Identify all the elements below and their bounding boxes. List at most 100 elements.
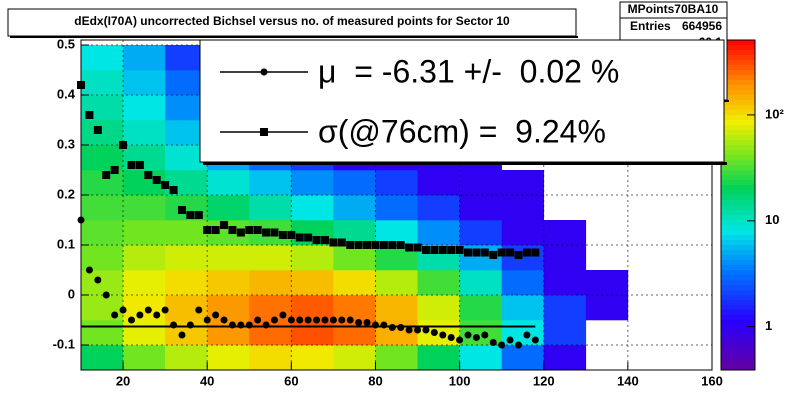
heat-cell bbox=[207, 345, 250, 371]
sigma-point bbox=[169, 186, 178, 194]
heat-cell bbox=[291, 295, 334, 321]
heat-cell bbox=[249, 245, 292, 271]
heat-cell bbox=[375, 195, 418, 221]
sigma-point bbox=[396, 241, 405, 249]
colorbar-cell bbox=[721, 205, 755, 211]
mean-point bbox=[355, 319, 363, 326]
sigma-point bbox=[236, 228, 245, 237]
sigma-point bbox=[102, 171, 111, 179]
colorbar-cell bbox=[721, 115, 755, 121]
sigma-point bbox=[304, 233, 313, 242]
sigma-point bbox=[110, 166, 119, 174]
heat-cell bbox=[585, 270, 629, 296]
heat-cell bbox=[81, 220, 124, 246]
colorbar-cell bbox=[721, 110, 755, 116]
mean-point bbox=[153, 311, 161, 319]
sigma-point bbox=[295, 233, 304, 242]
mean-point bbox=[85, 266, 93, 274]
heat-cell bbox=[543, 345, 587, 371]
title-box bbox=[7, 8, 577, 37]
sigma-point bbox=[522, 248, 531, 257]
sigma-point bbox=[186, 211, 195, 219]
mean-point bbox=[136, 311, 144, 319]
heat-cell bbox=[375, 295, 418, 321]
sigma-point bbox=[405, 243, 414, 252]
sigma-point bbox=[320, 236, 329, 244]
colorbar-cell bbox=[721, 210, 755, 216]
mean-point bbox=[506, 336, 514, 344]
sigma-point bbox=[497, 248, 506, 257]
colorbar-cell bbox=[721, 230, 755, 236]
mean-point bbox=[144, 306, 152, 314]
heat-cell bbox=[165, 345, 208, 371]
heat-cell bbox=[333, 195, 376, 221]
colorbar-cell bbox=[721, 315, 755, 321]
sigma-point bbox=[388, 241, 397, 249]
colorbar-cell bbox=[721, 125, 755, 131]
mean-point bbox=[338, 316, 346, 324]
mean-point bbox=[371, 321, 379, 329]
heat-cell bbox=[291, 195, 334, 221]
colorbar-cell bbox=[721, 145, 755, 151]
heat-cell bbox=[501, 220, 545, 246]
sigma-point bbox=[430, 246, 439, 254]
mean-point bbox=[212, 311, 220, 319]
heat-cell bbox=[291, 345, 334, 371]
mean-point bbox=[203, 316, 211, 324]
x-tick-label: 100 bbox=[449, 373, 471, 388]
mean-point bbox=[161, 306, 169, 314]
colorbar-cell bbox=[721, 100, 755, 106]
x-tick-label: 40 bbox=[200, 373, 214, 388]
heat-cell bbox=[543, 320, 587, 346]
sigma-point bbox=[379, 241, 388, 249]
y-tick-label: 0.1 bbox=[57, 236, 75, 251]
y-tick-label: 0.5 bbox=[57, 36, 75, 51]
colorbar-cell bbox=[721, 165, 755, 171]
heat-cell bbox=[165, 270, 208, 296]
colorbar-cell bbox=[721, 270, 755, 276]
heat-cell bbox=[291, 245, 334, 271]
colorbar-cell bbox=[721, 310, 755, 316]
stats-label: Entries bbox=[630, 19, 671, 33]
sigma-point bbox=[421, 246, 430, 254]
heat-cell bbox=[291, 320, 334, 346]
colorbar-cell bbox=[721, 295, 755, 301]
x-tick-label: 60 bbox=[284, 373, 298, 388]
stats-name: MPoints70BA10 bbox=[628, 2, 719, 16]
heat-cell bbox=[543, 295, 587, 321]
sigma-point bbox=[203, 226, 212, 234]
sigma-point bbox=[287, 231, 296, 239]
colorbar-cell bbox=[721, 120, 755, 126]
x-tick-label: 120 bbox=[533, 373, 555, 388]
sigma-point bbox=[363, 241, 372, 249]
legend-marker bbox=[260, 68, 268, 76]
mean-point bbox=[414, 326, 422, 334]
heat-cell bbox=[81, 70, 124, 96]
colorbar-cell bbox=[721, 220, 755, 226]
colorbar-cell bbox=[721, 70, 755, 76]
colorbar-cell bbox=[721, 135, 755, 141]
colorbar-cell bbox=[721, 55, 755, 61]
colorbar-cell bbox=[721, 300, 755, 306]
mean-point bbox=[489, 339, 497, 346]
title-shadow bbox=[10, 36, 578, 38]
mean-point bbox=[102, 291, 110, 299]
heat-cell bbox=[501, 295, 545, 321]
mean-point bbox=[464, 331, 472, 339]
heat-cell bbox=[417, 220, 460, 246]
colorbar-cell bbox=[721, 140, 755, 146]
heat-cell bbox=[81, 170, 124, 196]
mean-point bbox=[271, 316, 279, 324]
mean-point bbox=[279, 311, 287, 319]
sigma-point bbox=[177, 206, 186, 214]
colorbar-cell bbox=[721, 40, 755, 46]
sigma-point bbox=[413, 243, 422, 252]
legend-shadow bbox=[203, 162, 727, 165]
mean-point bbox=[456, 336, 464, 344]
colorbar-cell bbox=[721, 355, 755, 361]
colorbar-cell bbox=[721, 265, 755, 271]
mean-point bbox=[388, 324, 396, 331]
mean-point bbox=[237, 321, 245, 329]
colorbar-cell bbox=[721, 285, 755, 291]
sigma-point bbox=[531, 248, 540, 257]
